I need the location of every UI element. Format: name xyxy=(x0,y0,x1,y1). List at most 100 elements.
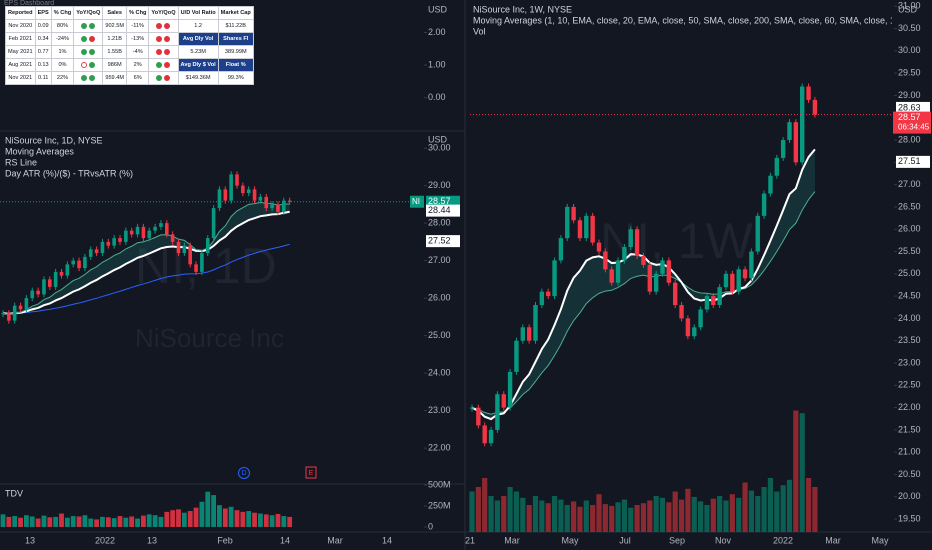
candle xyxy=(692,327,697,337)
table-cell: 99.3% xyxy=(217,71,254,85)
volume-bar xyxy=(710,498,716,532)
table-cell: 80% xyxy=(50,19,75,33)
y-tick-label: 500M xyxy=(428,479,451,489)
table-cell: 0.11 xyxy=(34,71,52,85)
candle xyxy=(533,305,538,341)
event-marker xyxy=(305,466,317,479)
volume-bar xyxy=(513,491,520,532)
candle xyxy=(558,238,564,261)
y-tick-label: 26.00 xyxy=(428,293,451,303)
y-tick-label: 25.00 xyxy=(898,268,921,278)
x-tick-label: 14 xyxy=(382,535,392,545)
table-cell: Aug 2021 xyxy=(5,58,36,72)
price-label-box xyxy=(896,155,930,168)
table-cell xyxy=(73,58,104,72)
y-tick-label: 21.50 xyxy=(898,424,921,434)
price-label-box xyxy=(896,101,930,114)
candle xyxy=(711,296,716,306)
volume-bar xyxy=(59,513,64,527)
table-cell: 0.77 xyxy=(34,45,52,59)
volume-bar xyxy=(217,505,222,527)
candle xyxy=(634,229,640,256)
table-cell: 0% xyxy=(50,58,75,72)
status-dot xyxy=(156,35,163,42)
table-cell: 959.4M xyxy=(102,71,127,85)
countdown: 06:34:45 xyxy=(898,123,930,132)
candle xyxy=(182,245,187,254)
volume-bar xyxy=(488,496,494,532)
x-tick-label: 13 xyxy=(25,535,35,545)
candle xyxy=(641,255,646,265)
table-cell: -24% xyxy=(50,32,75,46)
candle xyxy=(30,290,35,299)
candle xyxy=(141,226,146,239)
y-tick-label: 22.00 xyxy=(898,402,921,412)
volume-bar xyxy=(793,410,799,532)
volume-bar xyxy=(634,505,640,532)
table-cell: -4% xyxy=(125,45,150,59)
candle xyxy=(258,196,263,201)
y-tick-label: 27.00 xyxy=(428,255,451,265)
volume-bar xyxy=(685,488,691,532)
volume-bar xyxy=(252,512,257,527)
volume-bar xyxy=(742,482,748,532)
table-cell xyxy=(148,32,179,46)
volume-bar xyxy=(6,516,12,527)
ma-band xyxy=(3,202,290,315)
price-label-box xyxy=(426,235,460,248)
volume-bar xyxy=(0,514,6,527)
status-dot xyxy=(164,74,171,81)
candle xyxy=(217,189,222,209)
volume-bar xyxy=(199,501,205,527)
candle xyxy=(252,189,257,201)
candle xyxy=(590,215,595,243)
volume-bar xyxy=(678,499,685,532)
volume-bar xyxy=(564,505,570,532)
y-tick-label: 23.00 xyxy=(428,405,451,415)
candle xyxy=(118,238,122,242)
volume-bar xyxy=(76,516,82,527)
candle xyxy=(18,305,23,310)
candle xyxy=(200,253,204,272)
table-cell xyxy=(73,19,104,33)
volume-bar xyxy=(240,511,246,527)
volume-bar xyxy=(475,487,481,532)
status-dot xyxy=(164,22,171,29)
candle xyxy=(129,230,134,235)
candle xyxy=(793,122,799,163)
y-tick-label: 20.00 xyxy=(898,491,921,501)
price-label: 28.63 xyxy=(898,102,921,112)
volume-bar xyxy=(111,518,117,527)
y-tick-label: 30.00 xyxy=(428,143,451,153)
symbol-tag: NI xyxy=(412,197,420,206)
y-tick-label: 22.00 xyxy=(428,443,451,453)
volume-bar xyxy=(29,516,35,527)
volume-bar xyxy=(805,478,812,532)
y-tick-label: 27.00 xyxy=(898,179,921,189)
candle xyxy=(755,215,760,252)
volume-bar xyxy=(596,494,602,532)
y-tick-label: 21.00 xyxy=(898,447,921,457)
candle xyxy=(71,260,75,265)
candle xyxy=(194,264,198,272)
candle xyxy=(241,185,245,194)
y-tick-label: 30.50 xyxy=(898,23,921,33)
table-cell: 1% xyxy=(50,45,75,59)
table-cell: -11% xyxy=(125,19,150,33)
y-tick-label: 25.50 xyxy=(898,246,921,256)
marker-label: E xyxy=(309,470,314,477)
table-cell: % Chg xyxy=(125,6,150,20)
y-tick-label: 30.00 xyxy=(898,45,921,55)
table-cell: 1.55B xyxy=(102,45,127,59)
table-row: Reported EPS% Chg YoY/QoQ Sales% Chg YoY/QoQ… xyxy=(5,6,254,20)
status-dot xyxy=(89,22,96,29)
volume-bar xyxy=(507,487,513,532)
volume-bar xyxy=(193,507,199,527)
table-cell: 0.09 xyxy=(34,19,52,33)
table-cell: Market Cap xyxy=(217,6,254,20)
volume-bar xyxy=(571,501,577,532)
candle xyxy=(647,264,652,292)
table-cell: U/D Vol Ratio xyxy=(177,6,219,20)
volume-bar xyxy=(482,478,488,532)
